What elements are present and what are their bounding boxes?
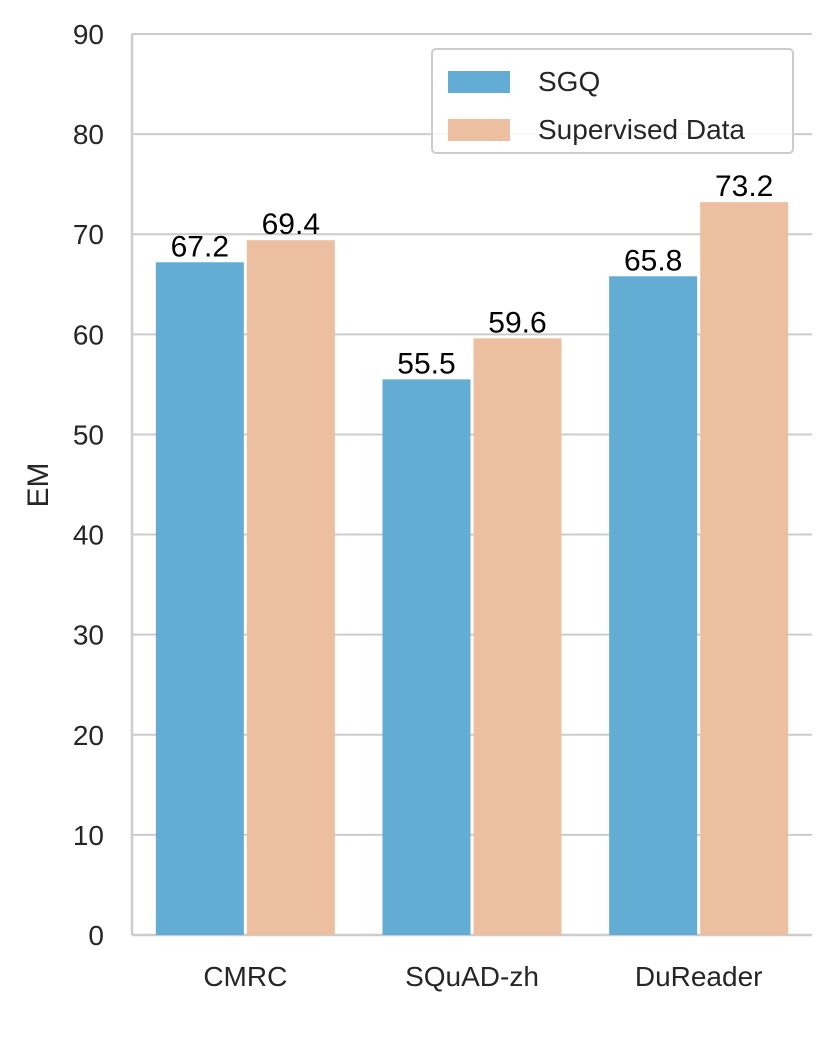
y-tick-label-80: 80 xyxy=(73,119,104,150)
y-tick-label-10: 10 xyxy=(73,820,104,851)
y-tick-label-70: 70 xyxy=(73,219,104,250)
bar-dureader-sgq xyxy=(609,276,698,935)
bar-value-label: 67.2 xyxy=(171,230,229,263)
legend-label-supervised-data: Supervised Data xyxy=(538,114,745,145)
y-tick-label-60: 60 xyxy=(73,319,104,350)
y-axis-label: EM xyxy=(22,463,55,508)
tick-labels: 0 10 20 30 40 50 60 70 80 90 CMRC SQuAD-zh DuReader xyxy=(73,19,763,992)
x-tick-label-squad-zh: SQuAD-zh xyxy=(405,961,539,992)
legend-frame xyxy=(431,48,794,154)
y-tick-label-50: 50 xyxy=(73,419,104,450)
x-tick-label-dureader: DuReader xyxy=(635,961,763,992)
bar-squad-zh-supervised-data xyxy=(473,338,562,935)
y-tick-label-90: 90 xyxy=(73,19,104,50)
y-tick-label-0: 0 xyxy=(88,920,104,951)
legend: SGQ Supervised Data xyxy=(431,48,794,154)
bar-squad-zh-sgq xyxy=(382,379,471,936)
bar-value-label: 55.5 xyxy=(397,347,455,380)
bar-value-label: 73.2 xyxy=(715,170,773,203)
bar-value-label: 59.6 xyxy=(488,306,546,339)
bar-cmrc-supervised-data xyxy=(246,240,335,935)
bar-cmrc-sgq xyxy=(155,262,244,936)
x-tick-label-cmrc: CMRC xyxy=(203,961,287,992)
bar-value-labels: 67.2 69.4 55.5 59.6 65.8 73.2 xyxy=(171,170,774,380)
axes xyxy=(130,34,812,937)
bar-value-label: 65.8 xyxy=(624,244,682,277)
legend-swatch-supervised-data xyxy=(448,119,510,141)
y-tick-label-20: 20 xyxy=(73,720,104,751)
grid-lines xyxy=(132,33,812,836)
bar-dureader-supervised-data xyxy=(700,202,789,936)
y-tick-label-30: 30 xyxy=(73,620,104,651)
y-tick-label-40: 40 xyxy=(73,520,104,551)
legend-label-sgq: SGQ xyxy=(538,66,600,97)
bar-value-label: 69.4 xyxy=(262,208,320,241)
bars xyxy=(155,202,789,936)
legend-swatch-sgq xyxy=(448,71,510,93)
